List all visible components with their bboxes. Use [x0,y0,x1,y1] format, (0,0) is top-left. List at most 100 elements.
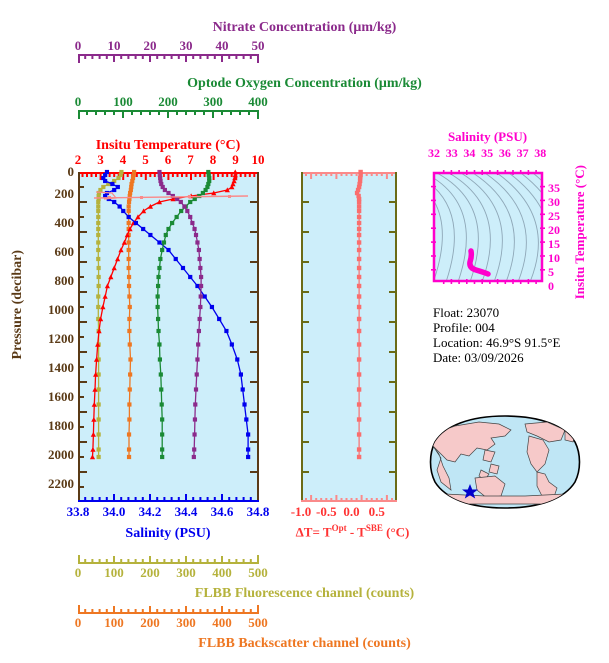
fluorescence-tick-2: 200 [140,565,160,580]
main-panel-left-axis [78,172,87,502]
data-point [103,172,108,178]
ts-salinity-tick-1: 33 [445,146,458,160]
data-point [356,283,362,289]
ts-salinity-tick-labels: 32 33 34 35 36 37 38 [424,146,552,160]
data-point [356,316,362,322]
data-point [126,199,132,205]
data-point [130,175,136,181]
data-point [141,226,146,232]
data-point [112,199,117,205]
data-point [198,265,203,271]
nitrate-tick-4: 40 [215,38,229,53]
data-point [96,328,102,334]
data-point [126,432,132,437]
data-point [356,265,362,271]
data-point [121,239,127,245]
data-point [148,232,153,238]
data-point [102,293,108,299]
fluorescence-tick-3: 300 [176,565,196,580]
data-point [103,178,108,184]
fluorescence-axis: 0 100 200 300 400 500 [75,554,268,584]
data-point [96,372,101,377]
nitrate-axis: 0 10 20 30 40 50 [75,38,265,64]
main-profile-panel[interactable] [78,169,259,502]
metadata-location-row: Location: 46.9°S 91.5°E [433,335,560,350]
nitrate-tick-1: 10 [107,38,121,53]
data-point [126,265,131,271]
nitrate-ruler [78,54,259,63]
data-point [356,328,362,334]
metadata-float-label: Float: [433,305,464,320]
ts-salinity-tick-5: 37 [516,146,529,160]
salinity-tick-3: 34.4 [174,504,198,519]
backscatter-tick-2: 200 [140,615,160,630]
delta-t-top-axis [301,172,397,179]
data-point [166,190,171,196]
data-point [116,175,121,181]
data-point [110,181,115,187]
data-point [246,454,251,460]
pressure-axis-title: Pressure (decibar) [10,250,25,360]
data-point [96,204,101,209]
delta-t-bottom-axis [301,495,397,502]
data-point [96,265,101,271]
data-point [356,184,362,190]
data-point [160,447,165,452]
data-point [90,431,96,437]
data-point [127,193,132,199]
data-point [128,372,133,377]
delta-t-panel[interactable] [301,169,397,502]
salinity-axis-title: Salinity (PSU) [125,526,211,541]
ts-temperature-tick-2: 25 [548,209,560,223]
world-map[interactable] [425,412,585,512]
data-point [126,214,131,220]
backscatter-tick-3: 300 [176,615,196,630]
data-point [96,232,101,238]
data-point [193,232,199,238]
data-point [98,316,104,322]
data-point [180,265,186,271]
data-point [200,190,205,196]
data-point [170,220,175,226]
series-nitrate [157,169,204,460]
data-point [217,316,222,322]
oxygen-tick-2: 200 [158,94,178,109]
ts-salinity-tick-4: 36 [498,146,511,160]
nitrate-tick-labels: 0 10 20 30 40 50 [58,38,278,53]
data-point [193,402,198,407]
salinity-tick-5: 34.8 [246,504,270,519]
data-point [160,432,165,437]
data-point [160,184,165,190]
data-point [196,342,201,347]
data-point [128,357,133,362]
data-point [96,247,101,253]
data-point [156,199,163,205]
data-point [96,432,101,437]
data-point [98,187,103,193]
data-point [198,283,204,289]
data-point [166,226,171,232]
data-point [198,304,203,310]
ts-temperature-tick-1: 30 [548,195,560,209]
data-point [126,247,131,253]
metadata-profile-row: Profile: 004 [433,320,560,335]
data-point [96,199,101,205]
ts-diagram[interactable] [431,170,545,284]
temperature-tick-3: 5 [142,152,149,167]
temperature-tick-5: 7 [187,152,194,167]
data-point [131,172,136,178]
data-point [96,417,101,422]
data-point [126,204,131,209]
delta-t-tick-0: -1.0 [290,504,312,519]
fluorescence-tick-0: 0 [74,565,82,580]
data-point [96,316,101,322]
data-point [229,342,234,347]
data-point [160,247,165,253]
data-point [209,304,215,310]
pressure-tick-4: 800 [54,273,75,288]
data-point [179,208,184,214]
data-point [96,274,101,280]
pressure-tick-7: 1400 [48,360,74,375]
data-point [126,220,131,226]
fluorescence-tick-1: 100 [104,565,124,580]
